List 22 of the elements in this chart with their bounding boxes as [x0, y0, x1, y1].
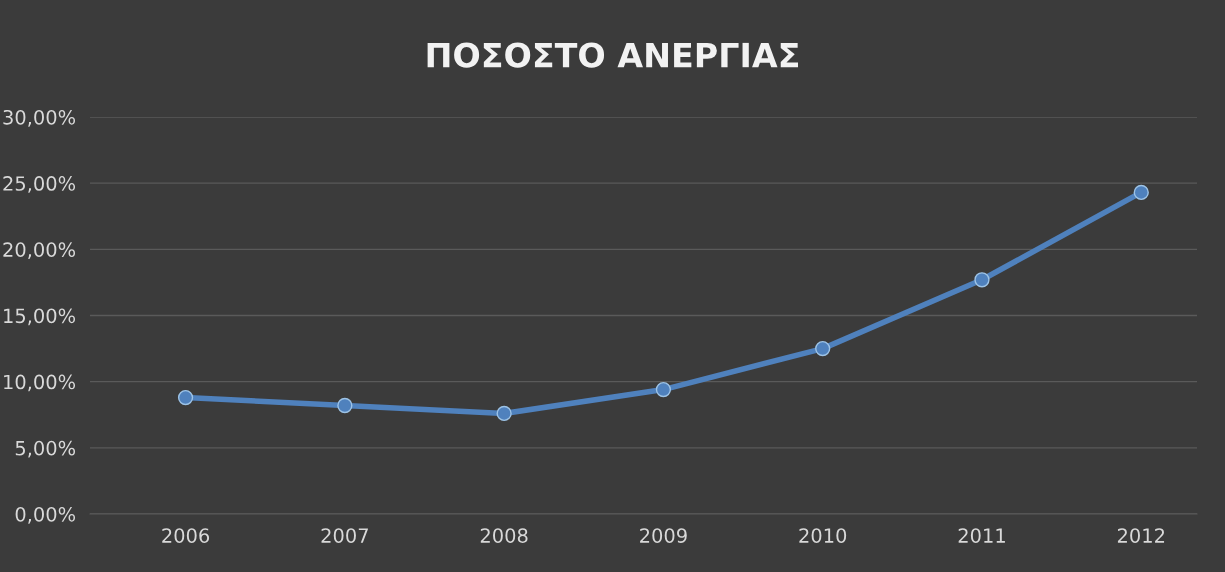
y-tick-label: 30,00% [3, 109, 76, 127]
y-tick-label: 20,00% [3, 242, 76, 259]
point [496, 405, 512, 422]
chart-title: ΠΟΣΟΣΤΟ ΑΝΕΡΓΙΑΣ [427, 42, 798, 68]
y-tick-label: 25,00% [3, 176, 76, 193]
x-tick-label: 2012 [1117, 528, 1165, 543]
point [655, 381, 672, 398]
x-tick-label: 2010 [799, 528, 847, 543]
x-tick-label: 2009 [640, 528, 687, 543]
point [815, 340, 831, 357]
x-tick-label: 2011 [958, 528, 1005, 543]
y-tick-label: 10,00% [4, 374, 76, 392]
point [1133, 184, 1149, 201]
point [974, 272, 990, 288]
y-tick-label: 0,00% [15, 506, 76, 524]
x-tick-label: 2008 [480, 528, 528, 543]
x-tick-label: 2007 [321, 528, 368, 543]
point [337, 397, 353, 414]
y-tick-label: 15,00% [4, 308, 76, 326]
point [177, 389, 194, 406]
x-tick-label: 2006 [162, 528, 210, 543]
y-tick-label: 5,00% [15, 440, 76, 458]
